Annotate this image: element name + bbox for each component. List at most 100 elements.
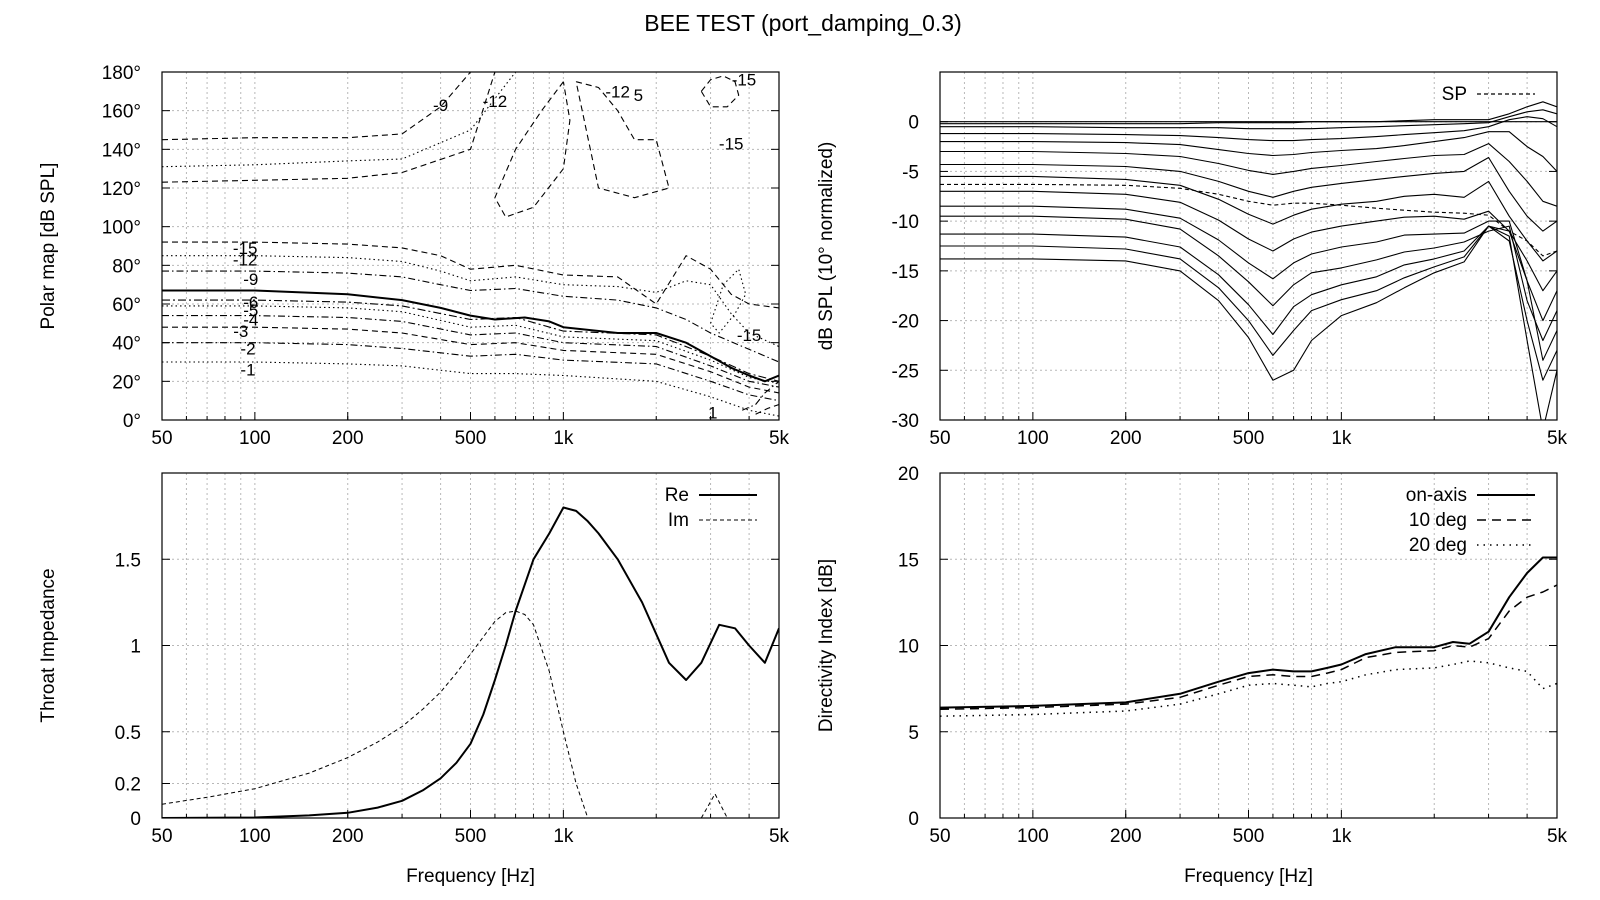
polar-contour-label: -5: [243, 301, 258, 320]
spl-line-70: [940, 175, 1557, 262]
polar-ytick-label: 140°: [102, 140, 141, 161]
spl-line-130: [940, 225, 1557, 420]
impedance-ylabel: Throat Impedance: [38, 568, 59, 722]
di-legend: on-axis 10 deg 20 deg: [1406, 485, 1535, 556]
di-line-20 deg: [940, 660, 1557, 717]
polar-ytick-label: 80°: [112, 256, 141, 277]
spl-line-50: [940, 143, 1557, 207]
impedance-legend-label: Im: [668, 510, 689, 531]
spl-grid: [940, 72, 1557, 420]
impedance-legend-label: Re: [665, 485, 689, 506]
polar-line--15: [162, 72, 471, 141]
polar-contour-label: -15: [732, 71, 757, 90]
plots-group: -1-2-3-4-5-6-9-12-15-9 -12-12 5-15-15-1515…: [38, 63, 1568, 887]
polar-contour-label: -15: [233, 239, 258, 258]
polar-line--6: [162, 289, 779, 383]
impedance-legend: Re Im: [665, 485, 757, 531]
polar-ytick-label: 180°: [102, 63, 141, 84]
spl-legend: SP: [1442, 84, 1535, 105]
impedance-ytick-label: 1: [130, 637, 141, 658]
polar-ticks: 50 100 200 500 1k 5k 0° 20° 40° 60° 80° 100° 120° 140…: [102, 63, 790, 449]
di-xtick-label: 500: [1233, 826, 1265, 847]
polar-line--15: [162, 72, 496, 183]
polar-ylabel: Polar map [dB SPL]: [38, 163, 59, 330]
di-line-on-axis: [940, 556, 1557, 709]
spl-ytick-label: -15: [892, 262, 919, 283]
impedance-line-Im: [700, 793, 728, 818]
polar-ytick-label: 60°: [112, 295, 141, 316]
figure-title: BEE TEST (port_damping_0.3): [644, 10, 962, 36]
di-series: [940, 556, 1557, 717]
di-ylabel: Directivity Index [dB]: [816, 559, 837, 732]
spl-ytick-label: -5: [902, 162, 919, 183]
impedance-xtick-label: 500: [455, 826, 487, 847]
di-xlabel: Frequency [Hz]: [1184, 866, 1313, 887]
polar-xtick-label: 200: [332, 428, 364, 449]
di-ytick-label: 15: [898, 550, 919, 571]
impedance-ytick-label: 1.5: [115, 550, 141, 571]
di-ytick-label: 0: [908, 809, 919, 830]
spl-line-120: [940, 225, 1557, 381]
di-xtick-label: 200: [1110, 826, 1142, 847]
polar-grid: [162, 72, 779, 420]
impedance-xtick-label: 1k: [553, 826, 574, 847]
di-xtick-label: 1k: [1331, 826, 1352, 847]
di-xtick-label: 100: [1017, 826, 1049, 847]
polar-contour-label: 5: [634, 86, 643, 105]
polar-ytick-label: 0°: [123, 411, 141, 432]
di-legend-label: on-axis: [1406, 485, 1467, 506]
polar-line--2: [162, 342, 779, 402]
polar-xtick-label: 1k: [553, 428, 574, 449]
polar-contour-label: -12: [483, 92, 508, 111]
di-xtick-label: 50: [929, 826, 950, 847]
di-ytick-label: 10: [898, 637, 919, 658]
di-line-10 deg: [940, 584, 1557, 711]
di-xtick-label: 5k: [1547, 826, 1568, 847]
polar-line--15: [162, 241, 779, 309]
di-plot: 50 100 200 500 1k 5k 0 5 10 15 20 Directivity Index…: [816, 464, 1568, 887]
polar-contour-label: -12: [233, 251, 258, 270]
polar-line--15: [710, 268, 747, 334]
spl-line-40: [940, 131, 1557, 172]
impedance-xlabel: Frequency [Hz]: [406, 866, 535, 887]
spl-ticks: 50 100 200 500 1k 5k 0 -5 -10 -15 -20 -25 -30: [892, 113, 1568, 449]
spl-xtick-label: 5k: [1547, 428, 1568, 449]
spl-line-10: [940, 101, 1557, 125]
impedance-ticks: 50 100 200 500 1k 5k 0 0.2 0.5 1 1.5: [115, 550, 790, 847]
polar-line--4: [162, 315, 779, 388]
spl-ytick-label: -20: [892, 312, 919, 333]
spl-ytick-label: -25: [892, 361, 919, 382]
polar-contour-label: -9: [243, 270, 258, 289]
spl-line-20: [940, 109, 1557, 130]
di-ytick-label: 5: [908, 723, 919, 744]
polar-contour-label: -15: [737, 326, 762, 345]
impedance-line-Re: [162, 506, 779, 818]
polar-ytick-label: 20°: [112, 372, 141, 393]
polar-contour-label: -6: [243, 293, 258, 312]
impedance-xtick-label: 100: [239, 826, 271, 847]
di-ytick-label: 20: [898, 464, 919, 485]
polar-contour-label: -2: [240, 339, 255, 358]
spl-series: [940, 101, 1557, 420]
impedance-plot: 50 100 200 500 1k 5k 0 0.2 0.5 1 1.5 Throat Impedan…: [38, 472, 790, 887]
polar-line--5: [162, 305, 779, 384]
di-legend-label: 20 deg: [1409, 535, 1467, 556]
polar-line--12: [162, 255, 779, 348]
polar-ytick-label: 40°: [112, 334, 141, 355]
spl-line-60: [940, 156, 1557, 232]
polar-xtick-label: 50: [151, 428, 172, 449]
polar-line--12: [575, 81, 670, 199]
polar-contour-label: -12: [605, 82, 630, 101]
spl-line-SP: [940, 183, 1557, 257]
spl-ytick-label: -10: [892, 212, 919, 233]
polar-xtick-label: 100: [239, 428, 271, 449]
impedance-ytick-label: 0: [130, 809, 141, 830]
spl-ylabel: dB SPL (10° normalized): [816, 142, 837, 351]
polar-ytick-label: 100°: [102, 218, 141, 239]
polar-line--12: [494, 81, 571, 218]
spl-line-90: [940, 205, 1557, 322]
polar-plot: -1-2-3-4-5-6-9-12-15-9 -12-12 5-15-15-1515…: [38, 63, 790, 449]
spl-xtick-label: 500: [1233, 428, 1265, 449]
polar-line-1: [755, 403, 779, 415]
